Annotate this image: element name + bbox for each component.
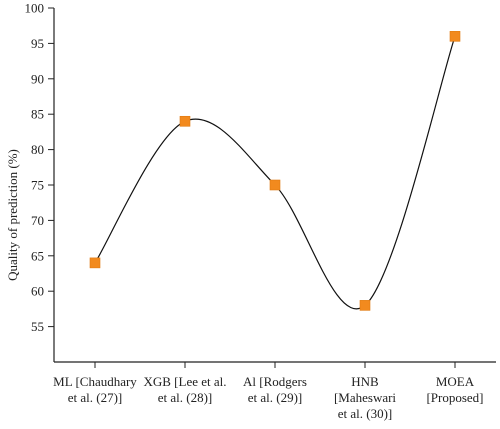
series-markers [89, 31, 461, 311]
y-tick-label: 95 [31, 36, 44, 51]
data-point-marker [359, 300, 371, 311]
y-tick-label: 55 [31, 319, 44, 334]
x-tick-label: HNB [Maheswari et al. (30)] [334, 374, 396, 421]
y-tick-label: 65 [31, 248, 44, 263]
y-tick-label: 100 [25, 1, 45, 16]
y-tick-label: 85 [31, 107, 44, 122]
y-tick-label: 90 [31, 71, 44, 86]
y-tick-label: 80 [31, 142, 44, 157]
x-tick-label: Al [Rodgers et al. (29)] [243, 374, 307, 405]
y-tick-label: 75 [31, 178, 44, 193]
x-ticks: ML [Chaudhary et al. (27)]XGB [Lee et al.… [53, 362, 484, 421]
y-axis-title: Quality of prediction (%) [5, 149, 20, 281]
data-point-marker [269, 179, 281, 191]
x-tick-label: XGB [Lee et al. et al. (28)] [143, 374, 226, 405]
y-tick-label: 70 [31, 213, 44, 228]
data-point-marker [89, 257, 101, 269]
y-ticks: 55 60 65 70 75 80 85 90 95 100 [25, 1, 54, 334]
data-point-marker [179, 115, 191, 127]
x-tick-label: ML [Chaudhary et al. (27)] [53, 374, 137, 405]
y-tick-label: 60 [31, 284, 44, 299]
x-tick-label: MOEA [Proposed] [426, 374, 483, 405]
data-point-marker [449, 31, 461, 42]
series-curve [94, 36, 456, 310]
